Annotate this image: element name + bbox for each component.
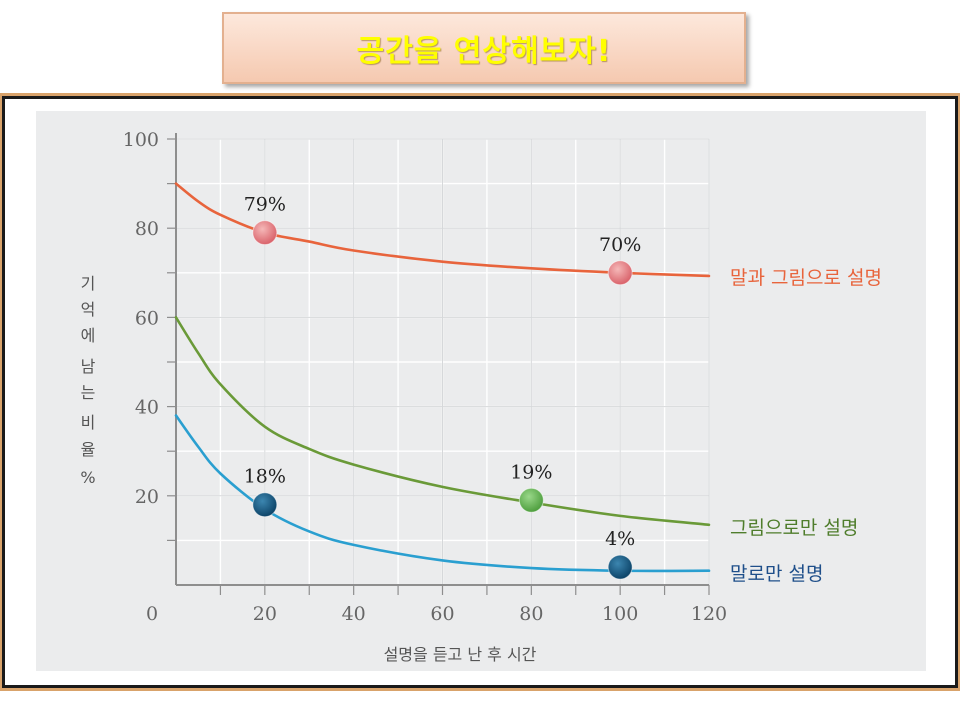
y-axis-label-char: 억: [81, 300, 96, 319]
y-tick-label: 20: [135, 486, 159, 508]
x-tick-label: 120: [691, 603, 727, 625]
x-axis-label: 설명을 듣고 난 후 시간: [384, 645, 537, 664]
grid: [176, 138, 710, 585]
y-axis-label-char: 비: [81, 413, 96, 432]
data-label: 70%: [599, 234, 641, 256]
y-tick-label: 40: [135, 397, 159, 419]
data-point: [518, 487, 544, 513]
data-point: [607, 260, 633, 286]
y-axis-label-char: 에: [81, 326, 96, 345]
data-point: [252, 492, 278, 518]
series-group: [174, 182, 711, 580]
chart-panel: [36, 111, 926, 671]
series-legend-label: 말로만 설명: [730, 563, 823, 585]
data-label: 79%: [244, 194, 286, 216]
data-label: 19%: [510, 461, 552, 483]
x-tick-label: 60: [430, 603, 454, 625]
x-tick-label: 80: [519, 603, 543, 625]
series-line: [174, 316, 711, 527]
y-axis-label-char: 기: [81, 274, 96, 293]
axes: 0 20 40 60 80 100 120 20 40 60 80 100: [123, 129, 727, 625]
x-tick-label: 40: [342, 603, 366, 625]
data-point: [607, 554, 633, 580]
y-axis-label-char: 는: [81, 383, 96, 402]
series-legend-label: 그림으로만 설명: [730, 517, 858, 539]
series-line: [174, 182, 711, 278]
y-axis-label-char: %: [80, 468, 95, 487]
x-tick-label: 20: [253, 603, 277, 625]
x-tick-label: 0: [146, 603, 158, 625]
title-box: 공간을 연상해보자!: [222, 12, 746, 84]
y-axis-label-char: 율: [81, 440, 96, 459]
x-tick-label: 100: [602, 603, 638, 625]
y-tick-label: 60: [135, 307, 159, 329]
data-label: 18%: [244, 466, 286, 488]
page-title: 공간을 연상해보자!: [356, 34, 612, 69]
y-tick-label: 80: [135, 218, 159, 240]
series-line: [174, 414, 711, 573]
data-point: [252, 220, 278, 246]
y-axis-label-char: 남: [81, 357, 96, 376]
y-tick-label: 100: [123, 129, 159, 151]
series-legend-label: 말과 그림으로 설명: [730, 267, 882, 289]
data-label: 4%: [605, 528, 635, 550]
